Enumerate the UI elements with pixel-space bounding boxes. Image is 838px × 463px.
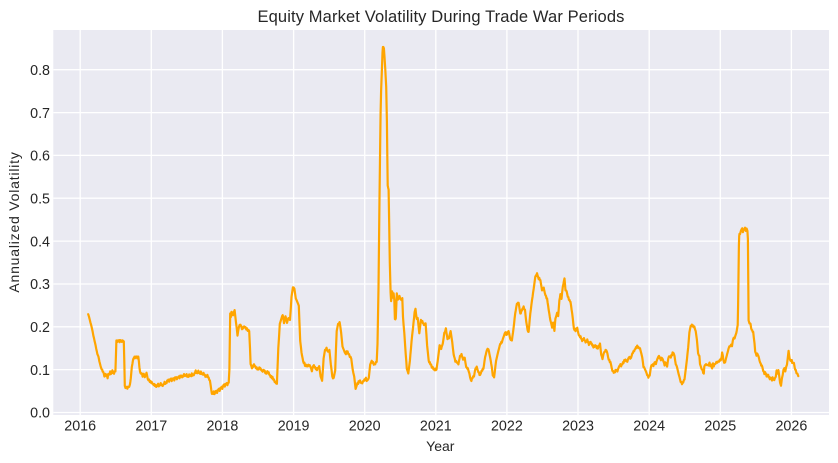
svg-text:2018: 2018 (206, 419, 238, 435)
svg-text:2019: 2019 (278, 419, 310, 435)
svg-text:2020: 2020 (349, 419, 381, 435)
svg-text:2024: 2024 (633, 419, 665, 435)
svg-text:0.6: 0.6 (30, 149, 50, 165)
svg-text:2016: 2016 (64, 419, 96, 435)
svg-text:0.0: 0.0 (30, 406, 50, 422)
svg-text:Year: Year (426, 438, 455, 454)
svg-text:2017: 2017 (135, 419, 167, 435)
svg-text:0.7: 0.7 (30, 106, 50, 122)
svg-text:2021: 2021 (420, 419, 452, 435)
svg-text:0.3: 0.3 (30, 277, 50, 293)
svg-text:0.4: 0.4 (30, 234, 50, 250)
svg-text:0.8: 0.8 (30, 63, 50, 79)
svg-text:Equity Market Volatility Durin: Equity Market Volatility During Trade Wa… (257, 8, 624, 26)
svg-text:2022: 2022 (491, 419, 523, 435)
svg-text:0.1: 0.1 (30, 363, 50, 379)
svg-text:2023: 2023 (562, 419, 594, 435)
svg-text:2026: 2026 (775, 419, 807, 435)
svg-text:0.2: 0.2 (30, 320, 50, 336)
svg-text:Annualized Volatility: Annualized Volatility (6, 151, 22, 292)
svg-text:0.5: 0.5 (30, 191, 50, 207)
svg-text:2025: 2025 (704, 419, 736, 435)
